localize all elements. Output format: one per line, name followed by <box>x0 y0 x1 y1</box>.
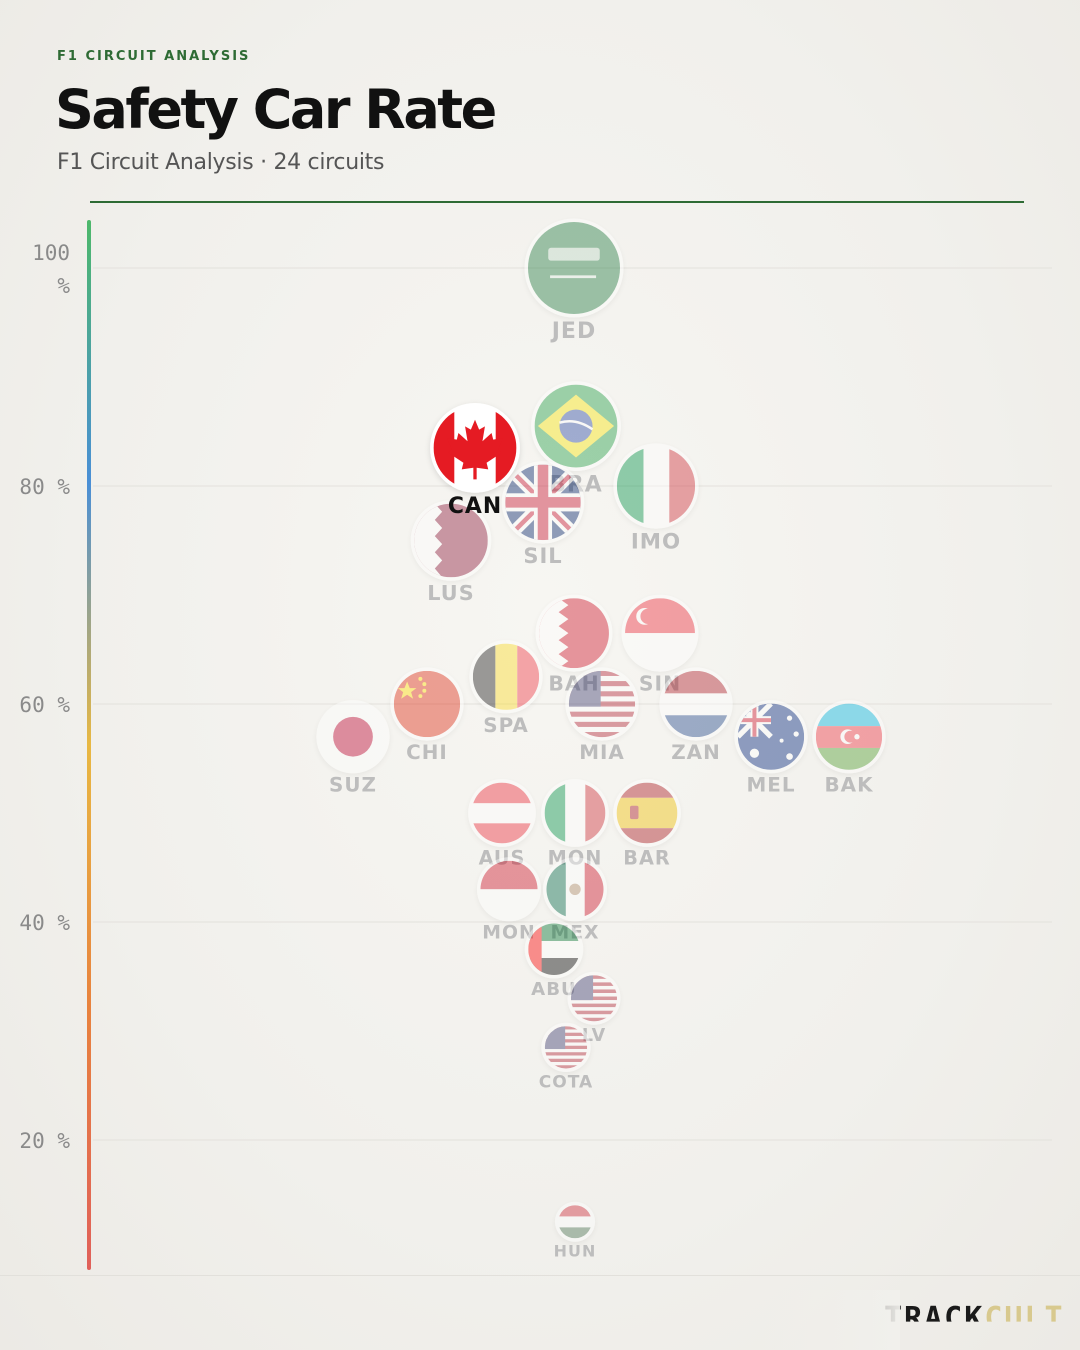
qatar-flag-icon <box>414 503 488 578</box>
point-mon[interactable] <box>476 857 542 922</box>
kicker: F1 CIRCUIT ANALYSIS <box>57 49 251 64</box>
china-flag-icon <box>393 670 461 738</box>
point-lus[interactable] <box>410 500 492 581</box>
point-label: ZAN <box>671 741 721 764</box>
point-mel[interactable] <box>734 700 808 774</box>
footer-rule <box>0 1275 1080 1276</box>
brand-fade <box>760 1290 900 1350</box>
point-label: ABU <box>531 979 577 1000</box>
point-cota[interactable] <box>541 1022 591 1073</box>
austria-flag-icon <box>471 782 533 844</box>
singapore-flag-icon <box>625 598 695 669</box>
netherlands-flag-icon <box>662 670 730 738</box>
safety-car-chart: 100%80 %60 %40 %20 %JEDBRAIMOSILLUSBAHSI… <box>19 218 1052 1270</box>
brazil-flag-icon <box>534 384 618 468</box>
mexico-flag-icon <box>546 860 604 918</box>
uae-flag-icon <box>528 923 580 976</box>
point-sil[interactable] <box>501 461 585 544</box>
point-can[interactable] <box>430 402 520 493</box>
australia-flag-icon <box>737 703 805 770</box>
canada-flag-icon <box>433 406 517 490</box>
saudi-flag-icon <box>528 222 620 314</box>
y-tick-label: 100% <box>32 241 70 298</box>
brand-logo-part1: TRACK <box>884 1300 985 1336</box>
y-axis-bar <box>87 220 91 1270</box>
chart-title: Safety Car Rate <box>55 78 497 141</box>
brand-logo-part2: CULT <box>984 1300 1065 1336</box>
point-label: MEL <box>746 774 795 797</box>
bahrain-flag-icon <box>539 598 609 669</box>
point-bak[interactable] <box>812 700 886 774</box>
usa-flag-icon <box>544 1026 588 1069</box>
header-rule <box>90 201 1024 203</box>
point-bra[interactable] <box>531 381 621 471</box>
italy-flag-icon <box>616 446 696 526</box>
y-tick-label: 60 % <box>19 693 70 717</box>
monaco-flag-icon <box>480 860 538 918</box>
point-label: COTA <box>539 1073 594 1093</box>
point-suz[interactable] <box>316 700 390 774</box>
spain-flag-icon <box>616 782 678 844</box>
point-label: LUS <box>427 581 474 605</box>
point-label: JED <box>550 319 596 344</box>
point-label: SIL <box>523 543 562 568</box>
azerbaijan-flag-icon <box>815 703 883 770</box>
point-hun[interactable] <box>554 1201 596 1242</box>
point-label: MON <box>482 923 535 944</box>
point-label: CHI <box>406 741 448 764</box>
uk-flag-icon <box>505 464 581 541</box>
y-tick-label: 80 % <box>19 475 70 499</box>
brand-logo: TRACK CULT <box>884 1300 1065 1336</box>
usa-flag-icon <box>568 670 636 738</box>
japan-flag-icon <box>319 703 387 770</box>
point-jed[interactable] <box>524 218 624 318</box>
point-lv[interactable] <box>567 971 621 1025</box>
point-zan[interactable] <box>659 667 733 741</box>
point-mia[interactable] <box>565 667 639 741</box>
point-label: MIA <box>579 741 625 764</box>
point-label: BAK <box>824 774 874 797</box>
point-imo[interactable] <box>613 443 699 529</box>
point-abu[interactable] <box>524 919 584 979</box>
point-aus[interactable] <box>468 779 536 847</box>
chart-subtitle: F1 Circuit Analysis · 24 circuits <box>57 150 385 175</box>
italy-flag-icon <box>544 782 606 844</box>
point-label: SPA <box>483 714 529 737</box>
point-mon[interactable] <box>541 779 609 847</box>
point-mex[interactable] <box>542 857 608 922</box>
point-label: CAN <box>448 494 502 519</box>
point-sin[interactable] <box>621 594 699 672</box>
belgium-flag-icon <box>472 643 540 710</box>
hungary-flag-icon <box>558 1205 592 1239</box>
point-spa[interactable] <box>469 640 543 714</box>
point-label: BAR <box>623 847 670 870</box>
usa-flag-icon <box>571 975 617 1022</box>
point-label: HUN <box>554 1241 597 1260</box>
point-label: SUZ <box>329 774 377 797</box>
point-label: IMO <box>631 529 681 554</box>
y-tick-label: 20 % <box>19 1129 70 1153</box>
point-bar[interactable] <box>613 779 681 847</box>
point-bah[interactable] <box>535 594 613 672</box>
point-chi[interactable] <box>390 667 464 741</box>
y-tick-label: 40 % <box>19 911 70 935</box>
